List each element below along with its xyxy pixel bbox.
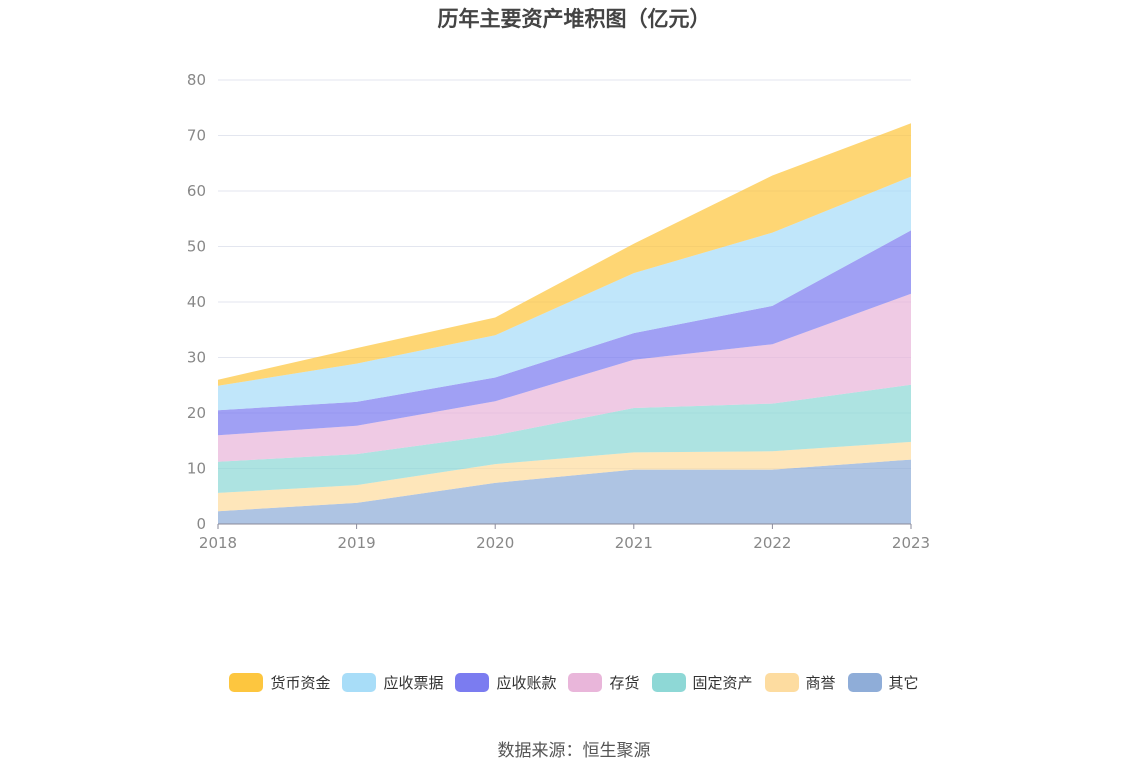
legend-item[interactable]: 应收票据	[342, 672, 443, 693]
legend-item[interactable]: 商誉	[764, 672, 836, 693]
legend-label: 应收账款	[496, 674, 557, 692]
legend-swatch	[568, 673, 603, 692]
legend-label: 其它	[888, 674, 919, 692]
x-tick-label: 2021	[615, 534, 653, 552]
area-series-2	[218, 384, 911, 493]
stacked-area-chart: 0 10 20 30 40 50 60 70 80 2018 2019 2020 2021 2022 202…	[187, 71, 930, 552]
legend-item[interactable]: 固定资产	[651, 672, 753, 693]
legend-label: 固定资产	[692, 674, 753, 692]
legend-label: 货币资金	[270, 674, 331, 692]
legend-item[interactable]: 存货	[568, 672, 640, 693]
area-series	[218, 123, 911, 524]
data-source-note: 数据来源：恒生聚源	[497, 741, 651, 761]
x-tick-label: 2022	[753, 534, 791, 552]
area-series-0	[218, 459, 911, 524]
legend-label: 应收票据	[383, 674, 444, 692]
legend-swatch	[342, 673, 377, 692]
legend-swatch	[764, 673, 799, 692]
area-series-1	[218, 441, 911, 512]
y-tick-label: 40	[187, 293, 206, 311]
area-series-3	[218, 293, 911, 462]
x-tick-label: 2020	[476, 534, 514, 552]
axes: 0 10 20 30 40 50 60 70 80 2018 2019 2020 2021 2022 202…	[187, 71, 930, 552]
y-tick-label: 60	[187, 182, 206, 200]
y-tick-label: 30	[187, 349, 206, 367]
x-tick-label: 2023	[892, 534, 930, 552]
x-tick-label: 2018	[199, 534, 237, 552]
legend-item[interactable]: 其它	[847, 672, 919, 693]
y-tick-label: 0	[196, 515, 206, 533]
y-tick-label: 10	[187, 460, 206, 478]
legend-swatch	[455, 673, 490, 692]
y-tick-label: 70	[187, 127, 206, 145]
legend-swatch	[651, 673, 686, 692]
y-tick-label: 50	[187, 238, 206, 256]
legend-label: 存货	[609, 674, 640, 692]
legend-item[interactable]: 货币资金	[229, 672, 330, 693]
legend-label: 商誉	[805, 674, 836, 692]
area-series-5	[218, 176, 911, 411]
area-series-6	[218, 123, 911, 386]
legend-swatch	[229, 673, 264, 692]
chart-title: 历年主要资产堆积图（亿元）	[437, 7, 711, 31]
legend-item[interactable]: 应收账款	[455, 672, 556, 693]
x-tick-label: 2019	[338, 534, 376, 552]
legend: 货币资金 应收票据 应收账款 存货 固定资产 商誉 其它	[0, 672, 1148, 693]
area-series-4	[218, 230, 911, 436]
y-tick-label: 80	[187, 71, 206, 89]
y-tick-label: 20	[187, 404, 206, 422]
legend-swatch	[847, 673, 882, 692]
